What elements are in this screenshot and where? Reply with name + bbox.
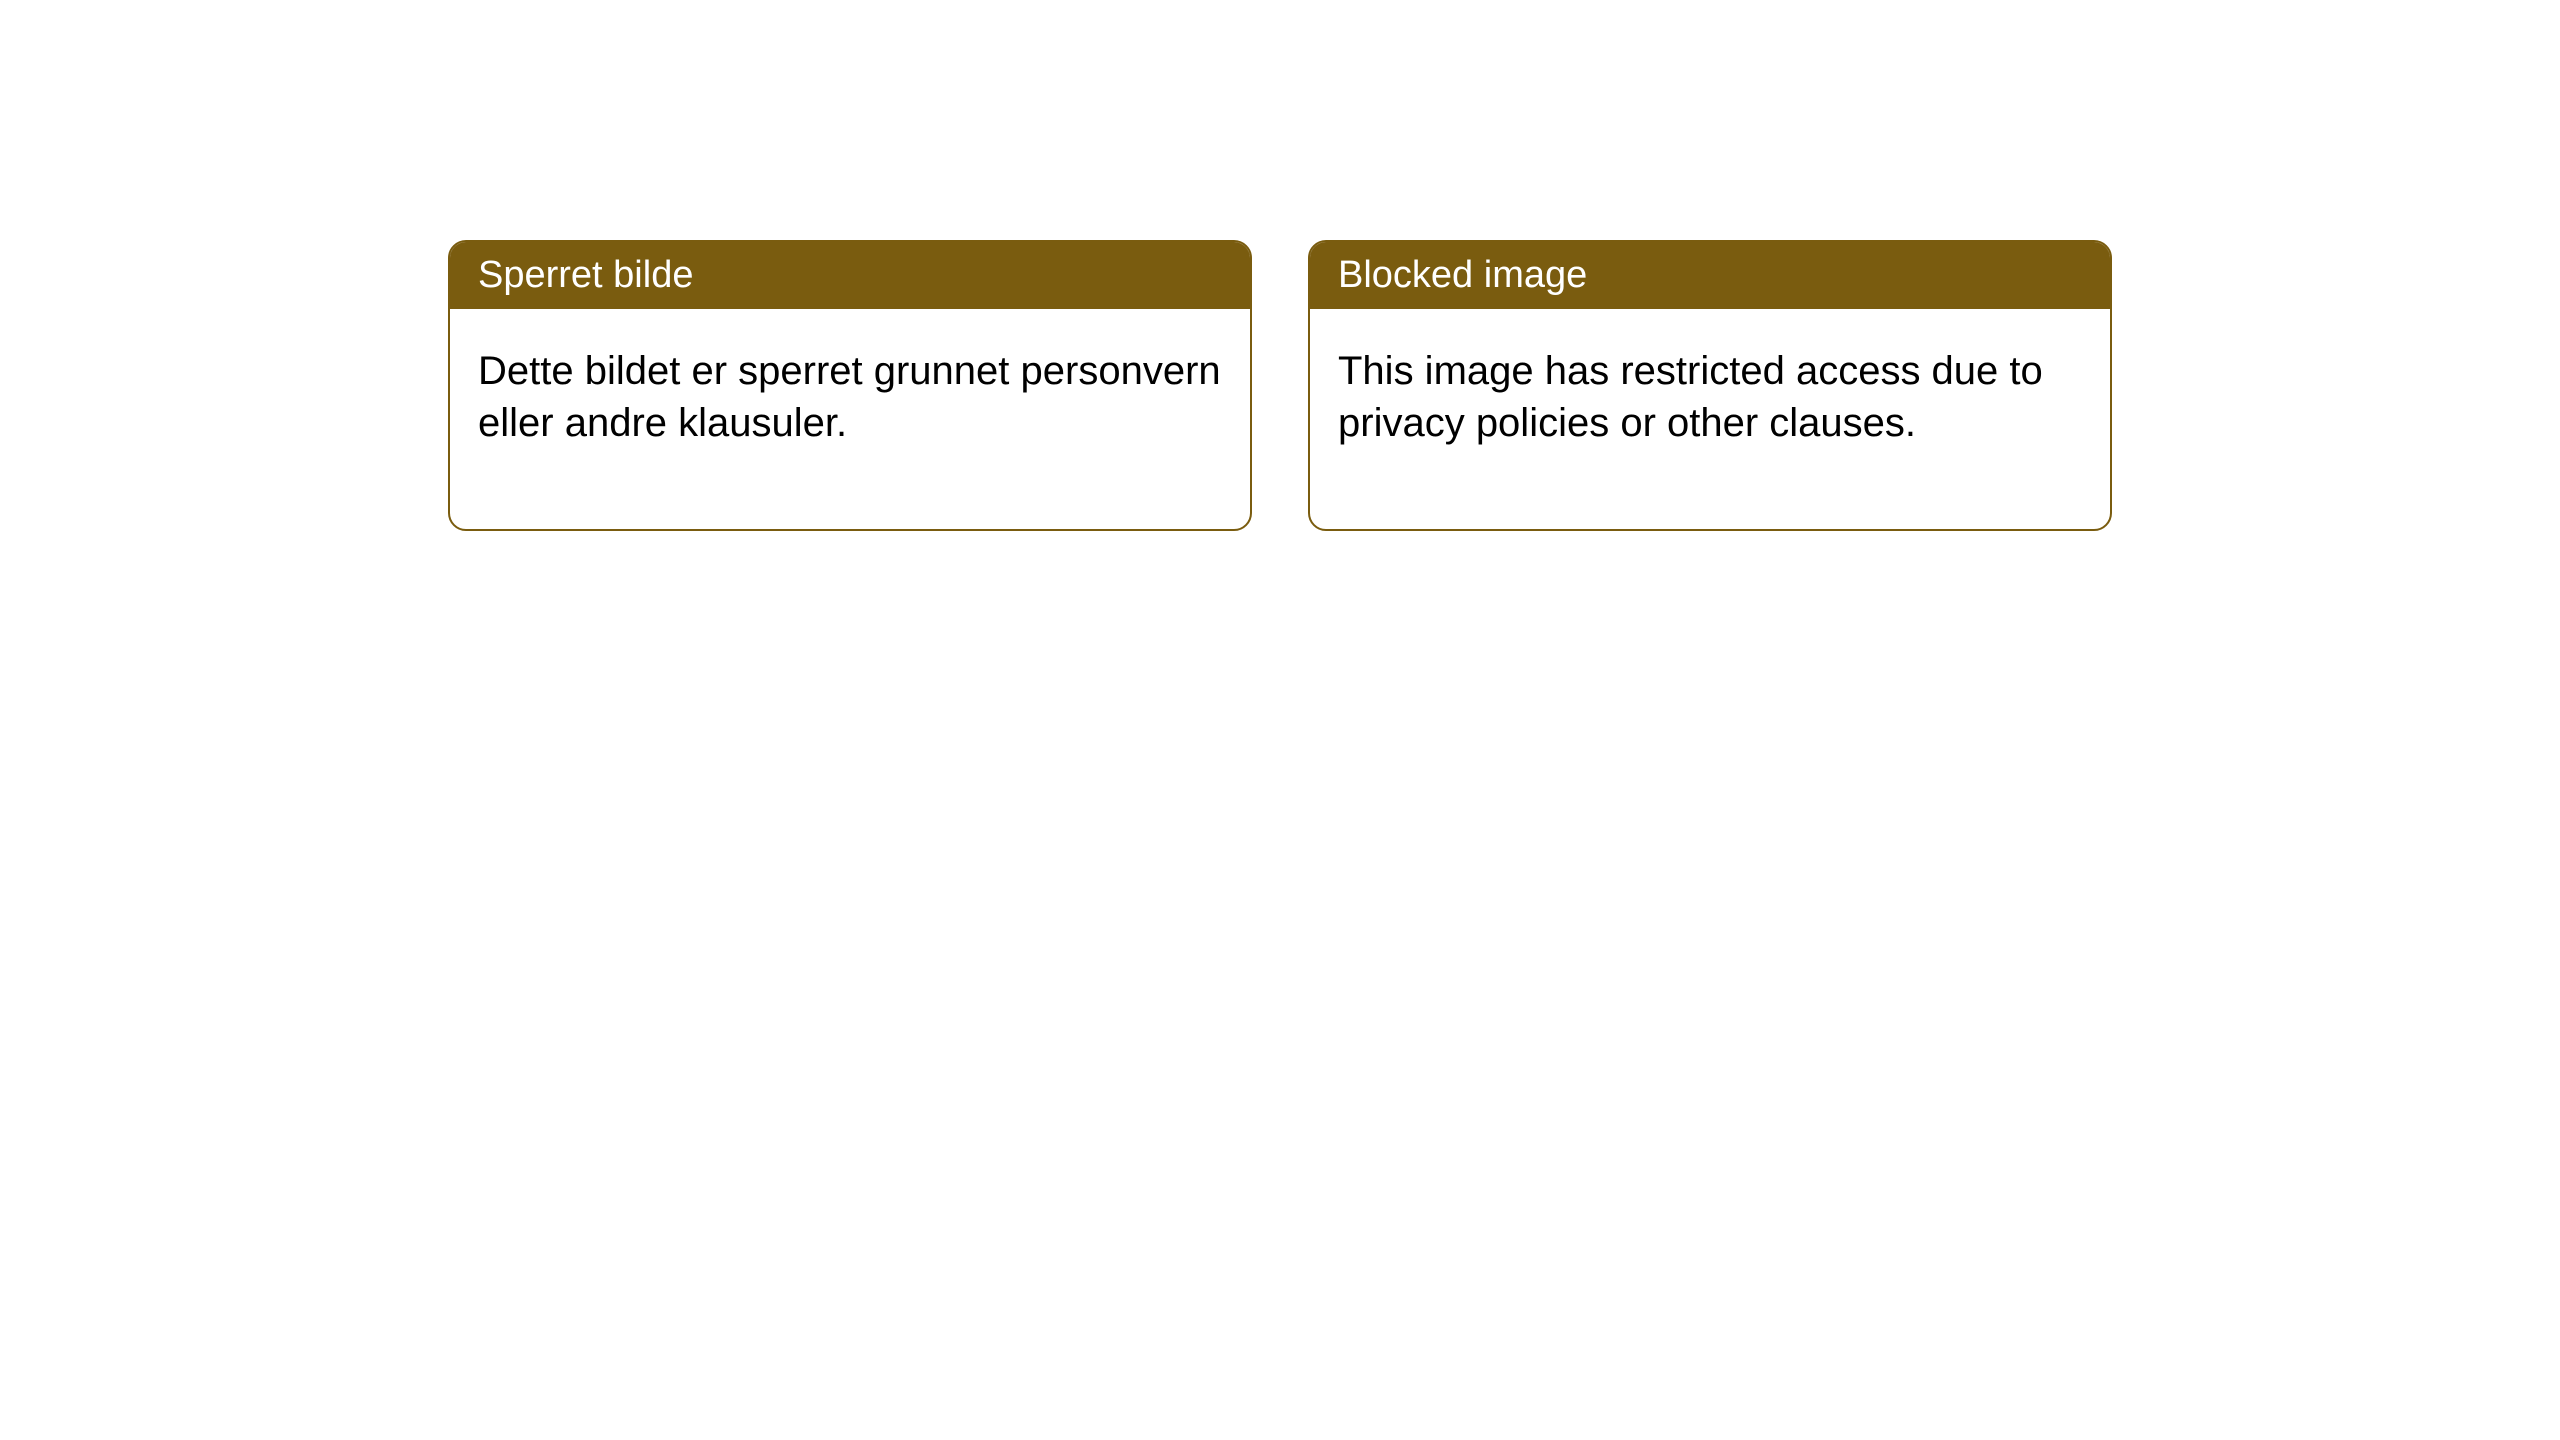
notice-body: Dette bildet er sperret grunnet personve… xyxy=(450,309,1250,529)
notice-container: Sperret bilde Dette bildet er sperret gr… xyxy=(0,0,2560,531)
notice-message: Dette bildet er sperret grunnet personve… xyxy=(478,349,1221,445)
notice-card-norwegian: Sperret bilde Dette bildet er sperret gr… xyxy=(448,240,1252,531)
notice-body: This image has restricted access due to … xyxy=(1310,309,2110,529)
notice-title: Blocked image xyxy=(1338,254,1587,296)
notice-message: This image has restricted access due to … xyxy=(1338,349,2043,445)
notice-header: Sperret bilde xyxy=(450,242,1250,309)
notice-title: Sperret bilde xyxy=(478,254,693,296)
notice-header: Blocked image xyxy=(1310,242,2110,309)
notice-card-english: Blocked image This image has restricted … xyxy=(1308,240,2112,531)
